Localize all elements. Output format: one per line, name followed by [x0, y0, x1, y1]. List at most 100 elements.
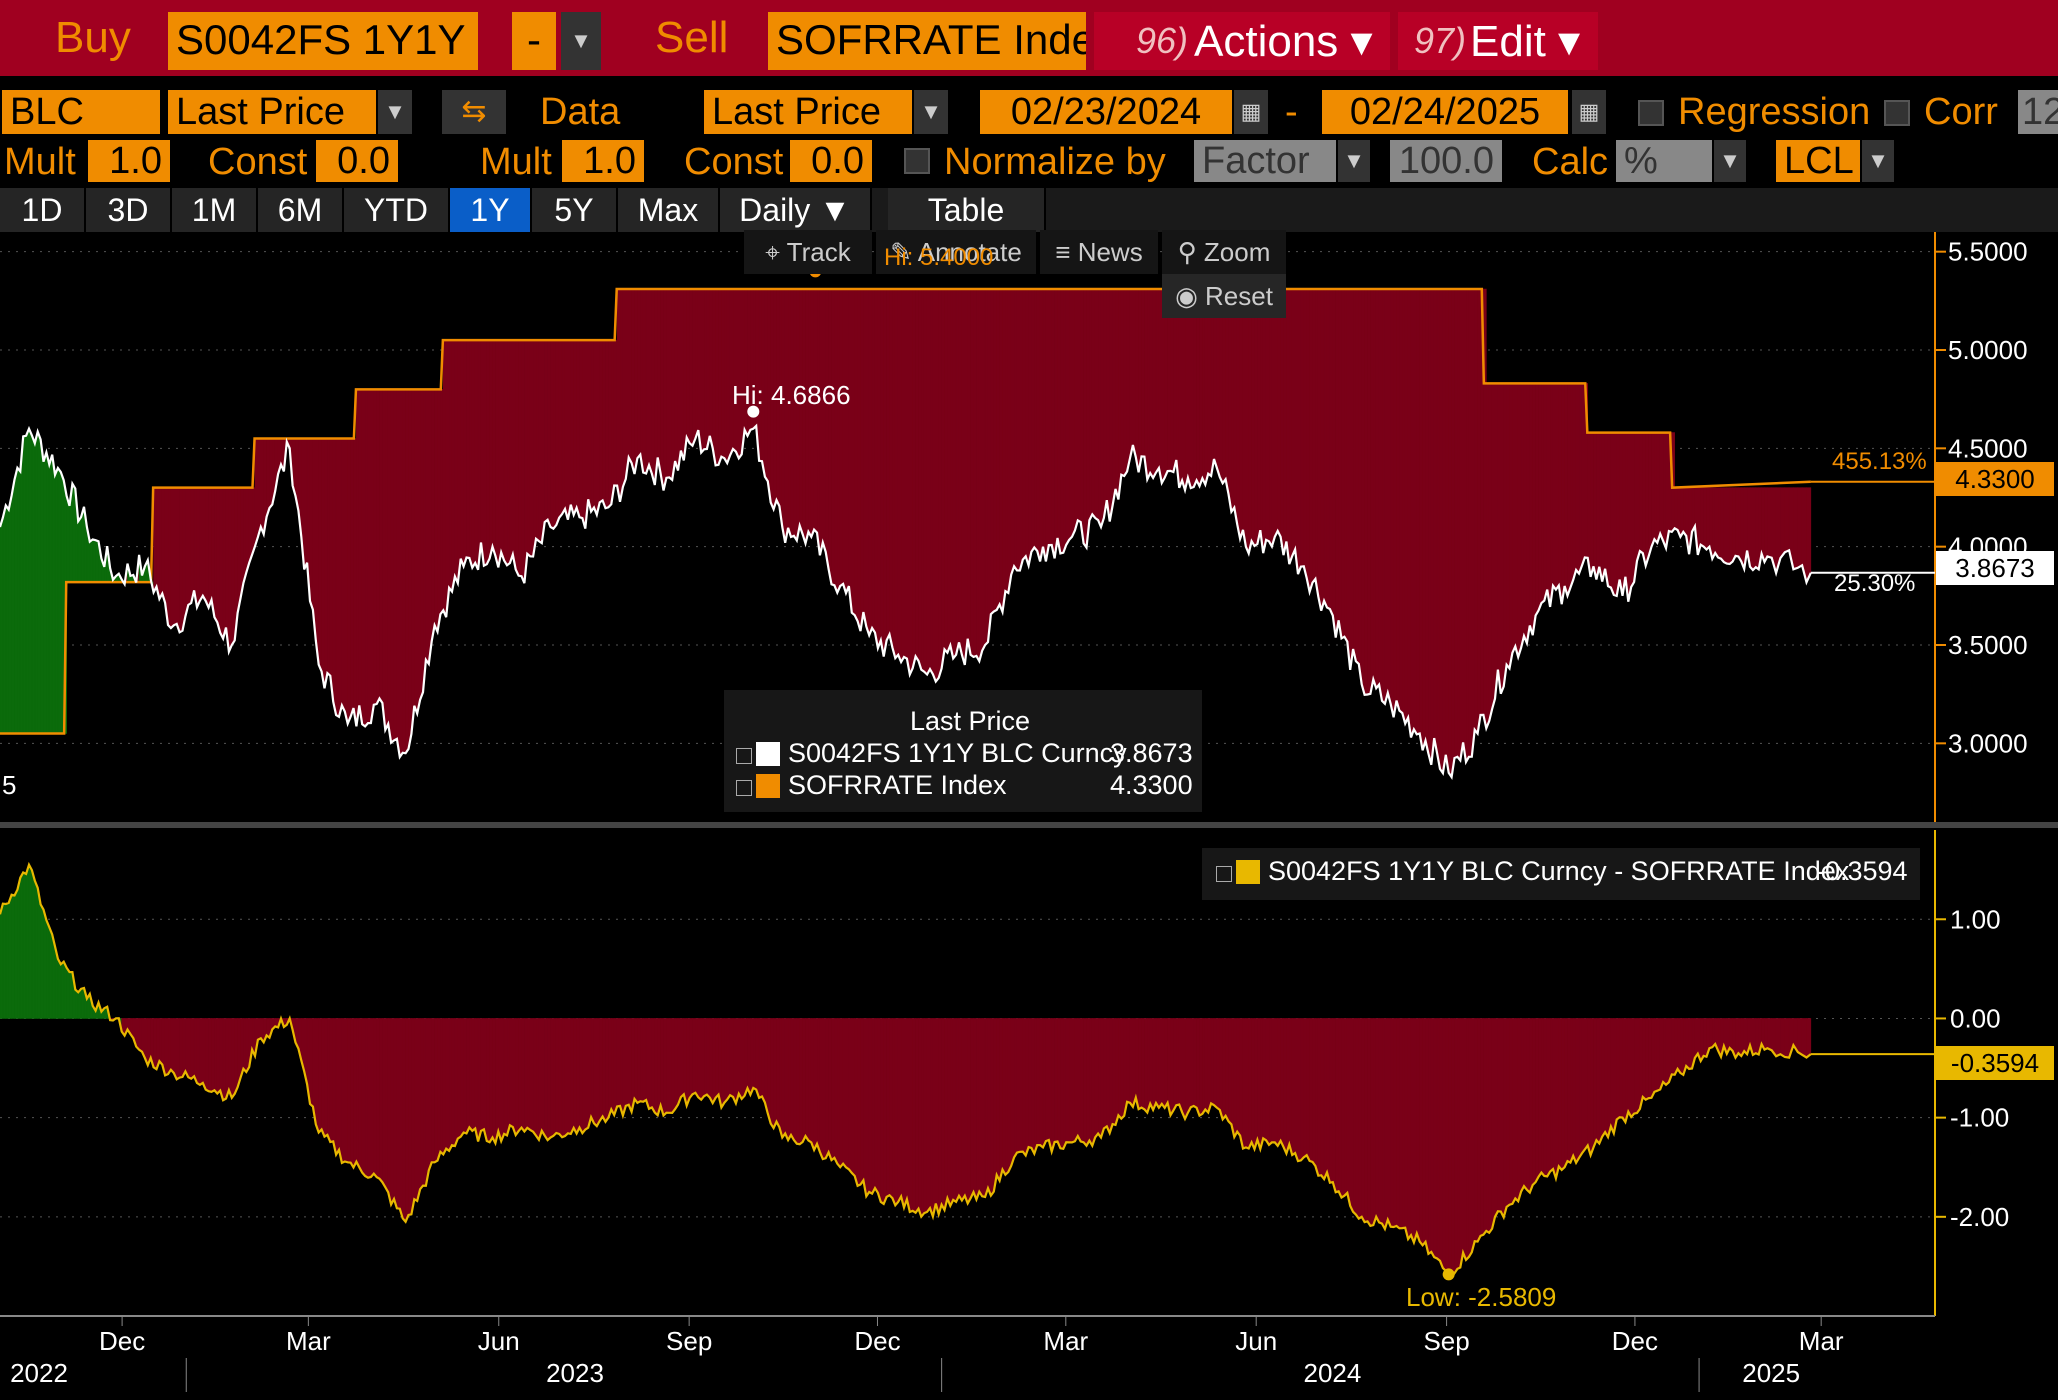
spread-area-fill	[43, 909, 47, 1019]
spread-area-fill	[1138, 1018, 1142, 1110]
annotate-tool[interactable]: ✎ Annotate	[876, 230, 1036, 274]
spread-fill	[796, 288, 800, 541]
buy-last-tag: 3.8673	[1936, 551, 2054, 585]
spread-area-fill	[1436, 1018, 1441, 1262]
end-date-field[interactable]: 02/24/2025	[1322, 90, 1568, 134]
spread-area-fill	[5, 902, 9, 1019]
spread-fill	[356, 389, 360, 727]
tab-1d[interactable]: 1D	[0, 188, 86, 232]
spread-fill	[471, 339, 476, 569]
buy-ticker-field[interactable]: S0042FS 1Y1Y	[168, 12, 478, 70]
tab-6m[interactable]: 6M	[258, 188, 344, 232]
spread-area-fill	[721, 1018, 725, 1109]
calc-select[interactable]: %	[1616, 140, 1712, 182]
currency-dropdown[interactable]: ▼	[1862, 140, 1894, 182]
spread-area-fill	[770, 1018, 774, 1130]
tab-5y[interactable]: 5Y	[532, 188, 618, 232]
tab-1y[interactable]: 1Y	[450, 188, 532, 232]
spread-area-fill	[1419, 1018, 1423, 1247]
spread-fill	[1297, 288, 1302, 575]
legend-expand-icon[interactable]	[736, 780, 752, 796]
sell-ticker-field[interactable]: SOFRRATE Inde	[768, 12, 1086, 70]
buy-source-field[interactable]: BLC	[2, 90, 160, 134]
sell-field-select[interactable]: Last Price	[704, 90, 912, 134]
spread-fill	[245, 487, 250, 573]
spread-area-fill	[848, 1018, 853, 1174]
normalize-method-dropdown[interactable]: ▼	[1338, 140, 1370, 182]
currency-select[interactable]: LCL	[1776, 140, 1860, 182]
spread-fill	[1251, 288, 1255, 547]
spread-area-fill	[1045, 1018, 1050, 1142]
chart-canvas[interactable]: 5.50005.00004.50004.00003.50003.00001.00…	[0, 232, 2058, 1400]
spread-area-fill	[1158, 1018, 1163, 1109]
spread-fill	[338, 438, 343, 717]
zoom-tool[interactable]: ⚲ Zoom	[1162, 230, 1286, 274]
spread-area-fill	[790, 1018, 795, 1142]
spread-fill	[1196, 288, 1200, 487]
operator-dropdown-button[interactable]: ▼	[561, 12, 601, 70]
reset-button[interactable]: ◉ Reset	[1162, 274, 1286, 318]
legend-series-2-name: SOFRRATE Index	[788, 770, 1007, 800]
spread-area-fill	[408, 1018, 412, 1216]
mult-field-1[interactable]: 1.0	[88, 140, 170, 182]
spread-area-fill	[1063, 1018, 1067, 1149]
const-field-2[interactable]: 0.0	[790, 140, 872, 182]
spread-area-fill	[80, 987, 85, 1019]
spread-fill	[1755, 487, 1759, 570]
spread-fill	[492, 339, 496, 556]
spread-fill	[724, 288, 728, 465]
spread-area-fill	[188, 1018, 192, 1080]
corr-checkbox[interactable]	[1884, 100, 1910, 126]
spread-fill	[1570, 383, 1574, 588]
spread-fill	[521, 339, 525, 584]
spread-area-fill	[1236, 1018, 1241, 1137]
tab-table[interactable]: Table	[888, 188, 1046, 232]
spread-fill	[1662, 432, 1667, 549]
spread-area-fill	[341, 1018, 346, 1164]
const-field-1[interactable]: 0.0	[316, 140, 398, 182]
tab-3d[interactable]: 3D	[86, 188, 172, 232]
track-tool[interactable]: ⌖ Track	[744, 230, 872, 274]
spread-area-fill	[1262, 1018, 1267, 1141]
normalize-method-select[interactable]: Factor	[1194, 140, 1336, 182]
regression-checkbox[interactable]	[1638, 100, 1664, 126]
tab-max[interactable]: Max	[618, 188, 720, 232]
spread-area-fill	[19, 871, 24, 1019]
spread-fill	[686, 288, 690, 444]
swap-button[interactable]: ⇆	[442, 90, 506, 134]
normalize-checkbox[interactable]	[904, 148, 930, 174]
spread-fill	[315, 438, 320, 665]
legend-swatch-yellow	[1236, 860, 1260, 884]
normalize-factor-field[interactable]: 100.0	[1390, 140, 1502, 182]
legend-expand-icon[interactable]	[736, 748, 752, 764]
buy-field-select[interactable]: Last Price	[168, 90, 376, 134]
spread-area-fill	[1210, 1018, 1215, 1106]
mult-field-2[interactable]: 1.0	[562, 140, 644, 182]
tab-daily[interactable]: Daily ▼	[720, 188, 872, 232]
buy-field-dropdown[interactable]: ▼	[378, 90, 412, 134]
sell-field-dropdown[interactable]: ▼	[914, 90, 948, 134]
actions-menu[interactable]: 96) Actions ▾	[1094, 12, 1390, 70]
news-tool[interactable]: ≡ News	[1040, 230, 1158, 274]
spread-fill	[1651, 432, 1655, 547]
spread-area-fill	[558, 1018, 563, 1138]
start-date-field[interactable]: 02/23/2024	[980, 90, 1232, 134]
spread-area-fill	[40, 903, 44, 1019]
spread-area-fill	[1344, 1018, 1348, 1197]
calc-dropdown[interactable]: ▼	[1714, 140, 1746, 182]
operator-field[interactable]: -	[512, 12, 556, 70]
spread-fill	[1225, 288, 1229, 495]
spread-area-fill	[637, 1018, 641, 1104]
start-date-calendar-button[interactable]: ▦	[1234, 90, 1268, 134]
edit-menu[interactable]: 97) Edit ▾	[1398, 12, 1598, 70]
end-date-calendar-button[interactable]: ▦	[1572, 90, 1606, 134]
spread-area-fill	[657, 1018, 661, 1116]
tab-1m[interactable]: 1M	[172, 188, 258, 232]
spread-area-fill	[1651, 1018, 1655, 1098]
corr-window-field[interactable]: 12	[2018, 90, 2058, 134]
spread-fill	[445, 339, 450, 618]
tab-ytd[interactable]: YTD	[344, 188, 450, 232]
x-month-label: Dec	[854, 1326, 900, 1356]
spread-area-fill	[706, 1018, 711, 1099]
legend-expand-icon[interactable]	[1216, 866, 1232, 882]
